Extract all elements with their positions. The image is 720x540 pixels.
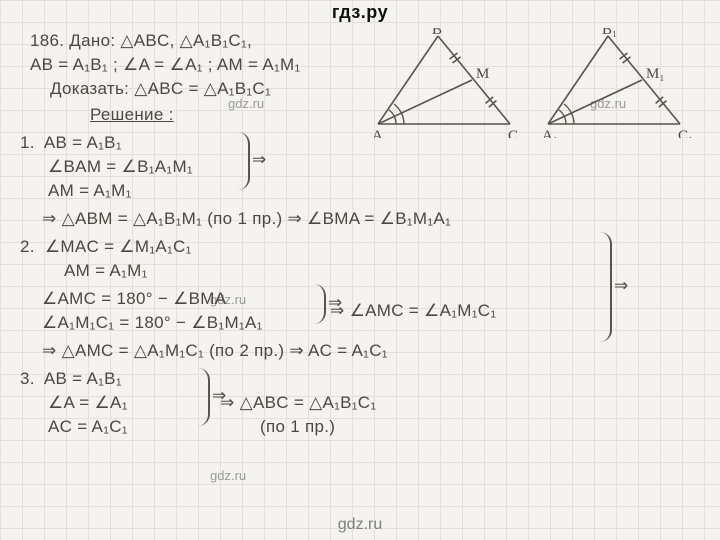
handwritten-line: ⇒ ∠AMC = ∠A₁M₁C₁	[330, 302, 496, 320]
site-header: гдз.ру	[0, 2, 720, 23]
svg-text:C: C	[508, 128, 518, 138]
triangle-figure: A₁ B₁ C₁ M₁	[530, 28, 700, 138]
handwritten-line: Доказать: △ABC = △A₁B₁C₁	[50, 80, 271, 98]
footer-text: gdz.ru	[338, 516, 382, 533]
svg-text:A: A	[372, 128, 383, 138]
handwritten-line: 3. AB = A₁B₁	[20, 370, 122, 388]
triangle-figure: A B C M	[360, 28, 530, 138]
handwritten-line: 1. AB = A₁B₁	[20, 134, 122, 152]
implies-arrow: ⇒	[212, 387, 227, 405]
svg-text:M: M	[476, 66, 489, 82]
implies-arrow: ⇒	[328, 294, 343, 312]
handwritten-line: ⇒ △ABM = △A₁B₁M₁ (по 1 пр.) ⇒ ∠BMA = ∠B₁…	[42, 210, 451, 228]
svg-text:A₁: A₁	[542, 128, 558, 138]
brace	[238, 132, 250, 190]
implies-arrow: ⇒	[252, 151, 267, 169]
handwritten-line: ∠A₁M₁C₁ = 180° − ∠B₁M₁A₁	[42, 314, 263, 332]
handwritten-line: AM = A₁M₁	[64, 262, 148, 280]
header-text: гдз.ру	[332, 2, 388, 22]
handwritten-line: ∠AMC = 180° − ∠BMA	[42, 290, 226, 308]
handwritten-line: AM = A₁M₁	[48, 182, 132, 200]
handwritten-line: ∠A = ∠A₁	[48, 394, 128, 412]
brace	[314, 284, 326, 324]
svg-text:B: B	[432, 28, 442, 38]
handwritten-line: Решение :	[90, 106, 174, 124]
handwritten-line: ∠BAM = ∠B₁A₁M₁	[48, 158, 193, 176]
handwritten-line: AB = A₁B₁ ; ∠A = ∠A₁ ; AM = A₁M₁	[30, 56, 301, 74]
site-footer: gdz.ru	[0, 516, 720, 534]
svg-text:B₁: B₁	[602, 28, 617, 38]
handwritten-line: (по 1 пр.)	[260, 418, 335, 436]
handwritten-line: AC = A₁C₁	[48, 418, 128, 436]
handwritten-line: 2. ∠MAC = ∠M₁A₁C₁	[20, 238, 192, 256]
svg-text:M₁: M₁	[646, 66, 665, 82]
implies-arrow: ⇒	[614, 277, 629, 295]
brace	[198, 368, 210, 426]
handwritten-line: 186. Дано: △ABC, △A₁B₁C₁,	[30, 32, 252, 50]
handwritten-line: ⇒ △AMC = △A₁M₁C₁ (по 2 пр.) ⇒ AC = A₁C₁	[42, 342, 388, 360]
handwritten-line: ⇒ △ABC = △A₁B₁C₁	[220, 394, 376, 412]
svg-text:C₁: C₁	[678, 128, 693, 138]
brace	[600, 232, 612, 342]
